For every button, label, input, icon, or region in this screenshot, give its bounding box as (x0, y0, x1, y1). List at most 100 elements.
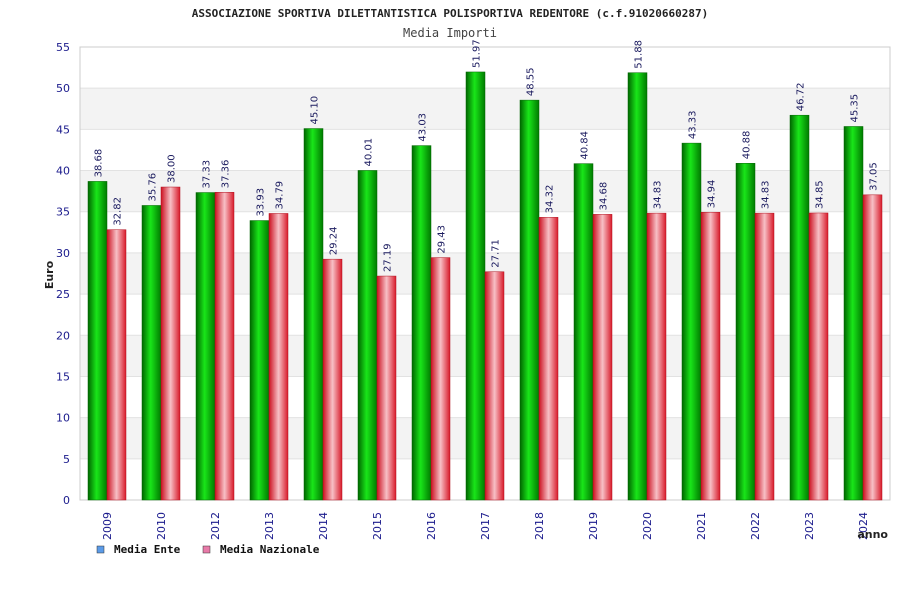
bar-media-ente (735, 163, 756, 501)
data-label: 51.88 (634, 40, 645, 69)
data-label: 32.82 (113, 197, 124, 226)
bar-media-ente (357, 170, 378, 501)
bar-media-nazionale (322, 258, 343, 501)
data-label: 29.43 (437, 225, 448, 254)
bar-media-ente (519, 99, 540, 501)
y-tick-label: 20 (56, 329, 70, 342)
data-label: 27.71 (491, 239, 502, 268)
data-label: 43.33 (688, 110, 699, 139)
bars: 38.68 32.82 35.76 38.00 37.33 37.36 33.93 34.79… (87, 39, 883, 501)
data-label: 29.24 (329, 227, 340, 256)
data-label: 35.76 (148, 173, 159, 202)
x-tick-label: 2017 (479, 512, 492, 540)
data-label: 38.68 (94, 149, 105, 178)
data-label: 33.93 (256, 188, 267, 217)
data-label: 46.72 (796, 83, 807, 112)
y-tick-label: 55 (56, 41, 70, 54)
chart-subtitle: Media Importi (403, 26, 497, 40)
x-tick-label: 2010 (155, 512, 168, 540)
y-axis: 0 5 10 15 20 25 30 35 40 45 50 55 (56, 41, 70, 507)
data-label: 34.94 (707, 180, 718, 209)
x-tick-label: 2023 (803, 512, 816, 540)
bar-media-nazionale (538, 217, 559, 501)
data-label: 43.03 (418, 113, 429, 142)
x-tick-label: 2009 (101, 512, 114, 540)
bar-media-ente (249, 220, 270, 501)
y-tick-label: 10 (56, 412, 70, 425)
bar-media-ente (141, 205, 162, 501)
legend: Media Ente Media Nazionale (96, 543, 320, 556)
data-label: 34.68 (599, 182, 610, 211)
y-tick-label: 45 (56, 123, 70, 136)
y-tick-label: 25 (56, 288, 70, 301)
bar-media-ente (843, 126, 864, 501)
y-tick-label: 5 (63, 453, 70, 466)
bar-media-ente (627, 72, 648, 501)
data-label: 45.35 (850, 94, 861, 123)
y-tick-label: 0 (63, 494, 70, 507)
data-label: 48.55 (526, 67, 537, 96)
y-tick-label: 50 (56, 82, 70, 95)
bar-media-ente (411, 145, 432, 501)
bar-media-nazionale (700, 211, 721, 501)
data-label: 34.32 (545, 185, 556, 214)
legend-swatch-media-ente (96, 545, 105, 554)
data-label: 37.33 (202, 160, 213, 189)
y-tick-label: 30 (56, 247, 70, 260)
bar-media-ente (789, 114, 810, 501)
legend-swatch-media-nazionale (202, 545, 211, 554)
bar-media-nazionale (106, 229, 127, 501)
bar-media-nazionale (808, 212, 829, 501)
data-label: 34.83 (653, 180, 664, 209)
bar-media-ente (303, 128, 324, 501)
x-tick-label: 2013 (263, 512, 276, 540)
legend-label-media-nazionale: Media Nazionale (220, 543, 320, 556)
data-label: 37.05 (869, 162, 880, 191)
bar-media-nazionale (862, 194, 883, 501)
bar-media-nazionale (268, 213, 289, 501)
x-tick-label: 2012 (209, 512, 222, 540)
bar-media-ente (681, 142, 702, 501)
chart-title: ASSOCIAZIONE SPORTIVA DILETTANTISTICA PO… (192, 7, 709, 20)
x-tick-label: 2024 (857, 512, 870, 540)
data-label: 37.36 (221, 160, 232, 189)
x-tick-label: 2016 (425, 512, 438, 540)
x-tick-label: 2020 (641, 512, 654, 540)
bar-media-ente (87, 181, 108, 501)
y-tick-label: 35 (56, 206, 70, 219)
y-axis-label: Euro (43, 260, 56, 289)
bar-media-nazionale (754, 212, 775, 501)
bar-media-nazionale (430, 257, 451, 501)
data-label: 51.97 (472, 39, 483, 68)
data-label: 40.01 (364, 138, 375, 167)
x-tick-label: 2021 (695, 512, 708, 540)
bar-media-ente (573, 163, 594, 501)
x-tick-label: 2022 (749, 512, 762, 540)
data-label: 40.88 (742, 131, 753, 160)
bar-media-nazionale (160, 186, 181, 501)
x-axis: 2009 2010 2012 2013 2014 2015 2016 2017 2018 2019… (101, 512, 870, 540)
legend-label-media-ente: Media Ente (114, 543, 181, 556)
bar-media-ente (195, 192, 216, 501)
x-tick-label: 2019 (587, 512, 600, 540)
data-label: 34.83 (761, 180, 772, 209)
data-label: 34.85 (815, 180, 826, 209)
bar-media-nazionale (214, 192, 235, 501)
bar-media-ente (465, 71, 486, 501)
bar-media-nazionale (484, 271, 505, 501)
y-tick-label: 40 (56, 165, 70, 178)
data-label: 40.84 (580, 131, 591, 160)
x-tick-label: 2018 (533, 512, 546, 540)
y-tick-label: 15 (56, 370, 70, 383)
data-label: 38.00 (167, 154, 178, 183)
bar-media-nazionale (646, 212, 667, 501)
bar-media-nazionale (376, 275, 397, 501)
data-label: 27.19 (383, 243, 394, 272)
data-label: 34.79 (275, 181, 286, 210)
x-axis-label: anno (857, 528, 888, 541)
x-tick-label: 2014 (317, 512, 330, 540)
x-tick-label: 2015 (371, 512, 384, 540)
data-label: 45.10 (310, 96, 321, 125)
bar-media-nazionale (592, 214, 613, 501)
